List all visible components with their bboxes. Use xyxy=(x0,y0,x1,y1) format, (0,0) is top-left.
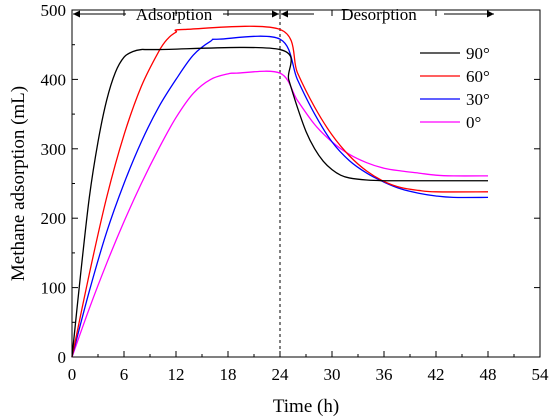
adsorption-label: Adsorption xyxy=(136,5,213,24)
y-tick-label: 300 xyxy=(41,140,67,159)
legend-label: 90° xyxy=(466,44,490,63)
desorption-arrow-head-right xyxy=(487,10,494,18)
legend-label: 0° xyxy=(466,113,481,132)
x-axis-title: Time (h) xyxy=(273,396,339,417)
adsorption-arrow-head-right xyxy=(272,10,279,18)
desorption-label: Desorption xyxy=(341,5,417,24)
series-line-90deg xyxy=(71,46,488,358)
series-line-60deg xyxy=(71,25,489,358)
series-line-0deg xyxy=(71,70,489,358)
legend-label: 60° xyxy=(466,67,490,86)
x-tick-label: 6 xyxy=(120,365,129,384)
y-tick-label: 100 xyxy=(41,279,67,298)
chart-marks: 0 6 12 18 24 30 36 42 48 54 0 100 200 300 400 500 Time (… xyxy=(8,1,549,417)
x-tick-label: 18 xyxy=(220,365,237,384)
desorption-arrow-head-left xyxy=(281,10,288,18)
x-tick-label: 0 xyxy=(68,365,77,384)
y-tick-label: 500 xyxy=(41,1,67,20)
legend-label: 30° xyxy=(466,90,490,109)
series-line-30deg xyxy=(71,35,489,358)
y-tick-label: 200 xyxy=(41,209,67,228)
adsorption-arrow-head-left xyxy=(73,10,80,18)
x-tick-label: 12 xyxy=(168,365,185,384)
y-tick-label: 0 xyxy=(58,348,67,367)
y-axis-title: Methane adsorption (mL) xyxy=(8,86,29,281)
x-tick-label: 42 xyxy=(428,365,445,384)
x-tick-label: 30 xyxy=(324,365,341,384)
x-tick-label: 54 xyxy=(532,365,550,384)
x-tick-label: 24 xyxy=(272,365,290,384)
x-tick-label: 48 xyxy=(480,365,497,384)
x-tick-label: 36 xyxy=(376,365,393,384)
y-tick-label: 400 xyxy=(41,70,67,89)
